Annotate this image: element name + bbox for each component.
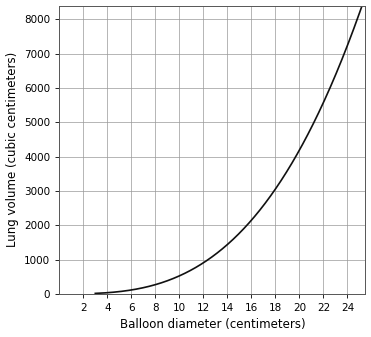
X-axis label: Balloon diameter (centimeters): Balloon diameter (centimeters): [119, 318, 305, 332]
Y-axis label: Lung volume (cubic centimeters): Lung volume (cubic centimeters): [6, 52, 19, 247]
